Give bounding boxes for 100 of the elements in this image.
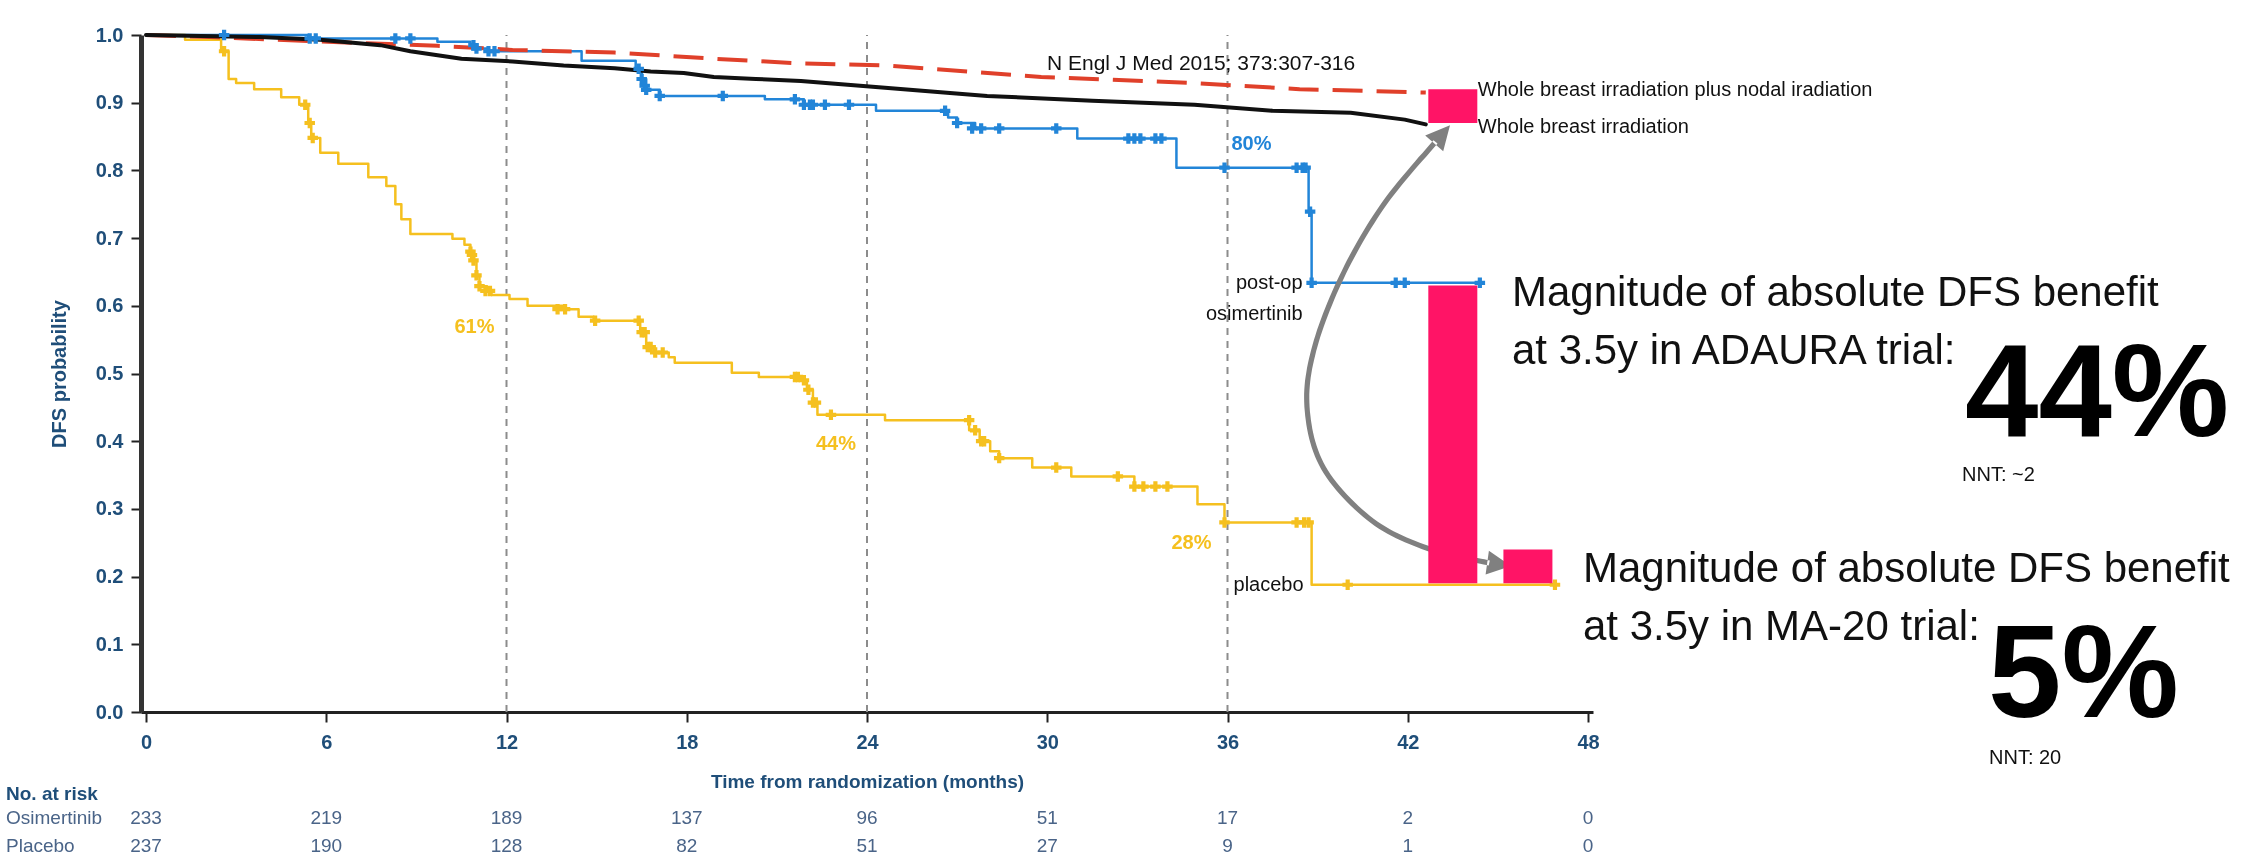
text: 51 [1036, 807, 1058, 828]
point [1474, 277, 1486, 289]
y-tick-label: 0.2 [95, 565, 124, 588]
point [825, 409, 837, 421]
annotation: 28% [1171, 531, 1212, 554]
y-tick-label: 0.6 [95, 294, 124, 317]
text: 0 [1582, 807, 1594, 828]
text: 137 [670, 807, 703, 828]
point [843, 99, 855, 110]
point [654, 90, 665, 102]
annotation: N Engl J Med 2015; 373:307-316 [1047, 51, 1356, 74]
point [657, 347, 668, 358]
point [218, 46, 230, 57]
point [1306, 277, 1317, 289]
text: Whole breast irradiation plus nodal iradiation [1477, 77, 1873, 100]
point [559, 303, 571, 315]
point [489, 46, 500, 57]
point [1549, 579, 1561, 590]
point [1219, 162, 1230, 173]
point [633, 63, 644, 75]
point [1051, 123, 1062, 134]
point [993, 452, 1005, 464]
point [993, 123, 1005, 134]
y-tick-label: 0.0 [95, 700, 124, 723]
text: Osimertinib [6, 807, 103, 828]
point [939, 105, 951, 117]
x-tick-label: 36 [1216, 730, 1240, 753]
text: 219 [310, 807, 343, 828]
point [1051, 462, 1062, 473]
point [966, 123, 978, 134]
point [636, 73, 647, 85]
point [304, 117, 315, 129]
text: 9 [1222, 835, 1233, 856]
text: 128 [490, 835, 523, 856]
point [819, 99, 831, 110]
text: 27 [1036, 835, 1058, 856]
annotation: 44% [815, 432, 857, 455]
annotation: 80% [1231, 132, 1272, 155]
y-tick-label: 1.0 [95, 23, 124, 46]
point [951, 117, 963, 129]
point [1304, 206, 1316, 217]
point [975, 123, 987, 134]
point [589, 315, 601, 326]
y-tick-label: 0.1 [95, 632, 124, 655]
y-axis-title: DFS probability [47, 299, 70, 448]
x-tick-label: 12 [495, 730, 519, 753]
point [390, 33, 401, 44]
y-tick-label: 0.8 [95, 158, 124, 181]
point [789, 94, 801, 105]
x-tick-label: 6 [321, 730, 333, 753]
series-label: post-op osimertinib [1205, 270, 1303, 324]
point [218, 29, 230, 41]
text: 2 [1402, 807, 1414, 828]
point [1219, 517, 1230, 528]
point [1138, 481, 1149, 492]
text: 82 [676, 835, 698, 856]
text: No. at risk [6, 783, 99, 804]
text: Whole breast irradiation [1477, 115, 1689, 138]
point [803, 384, 814, 395]
point [1112, 471, 1124, 482]
point [1135, 133, 1146, 144]
x-tick-label: 42 [1397, 730, 1420, 753]
text: 189 [490, 807, 523, 828]
point [471, 270, 482, 281]
text: NNT: 20 [1989, 746, 2062, 768]
text: 237 [130, 835, 162, 856]
point [633, 315, 644, 326]
x-tick-label: 48 [1577, 730, 1600, 753]
point [1150, 481, 1161, 492]
point [299, 99, 311, 110]
point [798, 375, 810, 386]
y-tick-label: 0.7 [95, 226, 124, 249]
text: NNT: ~2 [1962, 463, 2035, 485]
point [1342, 579, 1353, 590]
line-series [144, 33, 1428, 127]
point [963, 414, 975, 426]
point [310, 33, 321, 44]
x-axis-title: Time from randomization (months) [710, 770, 1025, 792]
text: 0 [1582, 835, 1594, 856]
x-tick-label: 24 [856, 730, 880, 753]
point [1399, 277, 1410, 289]
bar [1428, 89, 1478, 124]
point [969, 425, 981, 436]
x-tick-label: 0 [140, 730, 153, 753]
bar [1503, 549, 1553, 584]
y-tick-label: 0.9 [95, 91, 124, 114]
text: 51 [856, 835, 878, 856]
point [307, 132, 318, 144]
y-tick-label: 0.3 [95, 497, 124, 520]
point [405, 33, 416, 44]
point [471, 43, 482, 54]
bar [1428, 285, 1478, 584]
point [717, 90, 729, 102]
text: 1 [1402, 835, 1414, 856]
point [1156, 133, 1167, 144]
text: 190 [310, 835, 343, 856]
x-tick-label: 30 [1036, 730, 1059, 753]
text: 96 [856, 807, 878, 828]
annotation: 61% [454, 315, 495, 338]
text: Placebo [6, 835, 75, 856]
